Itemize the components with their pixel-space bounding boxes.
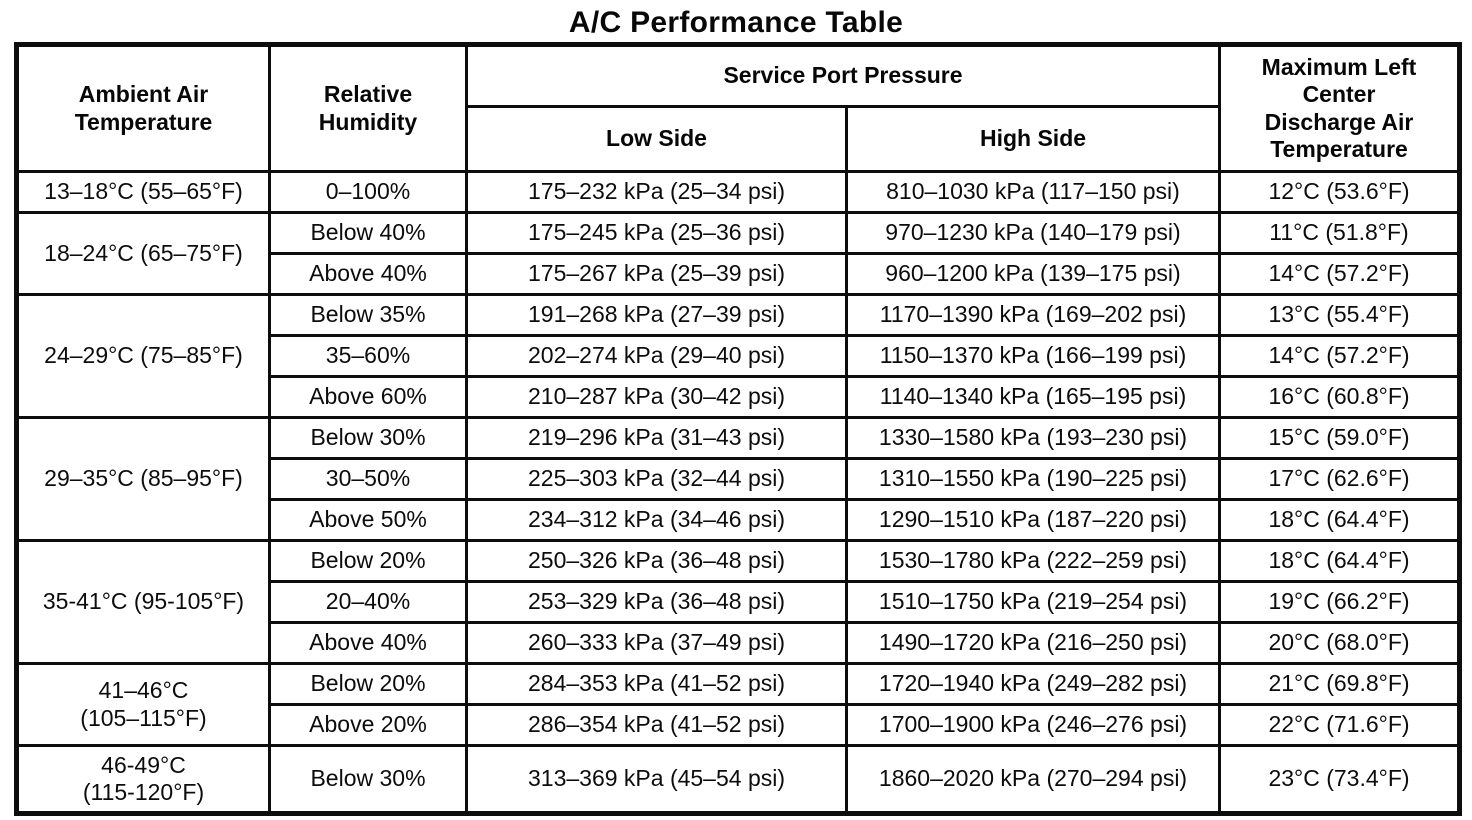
low-side-cell: 250–326 kPa (36–48 psi) bbox=[465, 539, 848, 583]
low-side-cell: 260–333 kPa (37–49 psi) bbox=[465, 621, 848, 665]
humidity-cell: 20–40% bbox=[268, 580, 468, 624]
header-high-side: High Side bbox=[845, 105, 1221, 173]
discharge-cell: 20°C (68.0°F) bbox=[1218, 621, 1461, 665]
table-row: 29–35°C (85–95°F) Below 30% 219–296 kPa … bbox=[15, 416, 1461, 542]
discharge-cell: 14°C (57.2°F) bbox=[1218, 334, 1461, 378]
low-side-cell: 313–369 kPa (45–54 psi) bbox=[465, 744, 848, 815]
discharge-cell: 22°C (71.6°F) bbox=[1218, 703, 1461, 747]
humidity-cell: 35–60% bbox=[268, 334, 468, 378]
ac-performance-table: Ambient Air Temperature Relative Humidit… bbox=[14, 42, 1462, 816]
table-row: 46-49°C (115-120°F) Below 30% 313–369 kP… bbox=[15, 744, 1461, 815]
low-side-cell: 286–354 kPa (41–52 psi) bbox=[465, 703, 848, 747]
humidity-cell: Above 60% bbox=[268, 375, 468, 419]
table-row: 35-41°C (95-105°F) Below 20% 250–326 kPa… bbox=[15, 539, 1461, 665]
table-row: 24–29°C (75–85°F) Below 35% 191–268 kPa … bbox=[15, 293, 1461, 419]
low-side-cell: 210–287 kPa (30–42 psi) bbox=[465, 375, 848, 419]
ambient-cell: 29–35°C (85–95°F) bbox=[15, 416, 271, 542]
ambient-cell: 35-41°C (95-105°F) bbox=[15, 539, 271, 665]
ambient-cell: 46-49°C (115-120°F) bbox=[15, 744, 271, 815]
discharge-cell: 11°C (51.8°F) bbox=[1218, 211, 1461, 255]
discharge-cell: 21°C (69.8°F) bbox=[1218, 662, 1461, 706]
ambient-cell: 18–24°C (65–75°F) bbox=[15, 211, 271, 296]
low-side-cell: 202–274 kPa (29–40 psi) bbox=[465, 334, 848, 378]
high-side-cell: 1700–1900 kPa (246–276 psi) bbox=[845, 703, 1221, 747]
ambient-cell: 13–18°C (55–65°F) bbox=[15, 170, 271, 214]
humidity-cell: 0–100% bbox=[268, 170, 468, 214]
high-side-cell: 1510–1750 kPa (219–254 psi) bbox=[845, 580, 1221, 624]
humidity-cell: Above 40% bbox=[268, 252, 468, 296]
humidity-cell: 30–50% bbox=[268, 457, 468, 501]
humidity-cell: Below 40% bbox=[268, 211, 468, 255]
header-service-port-pressure: Service Port Pressure bbox=[465, 43, 1221, 108]
humidity-cell: Below 30% bbox=[268, 744, 468, 815]
table-row: Above 60% 210–287 kPa (30–42 psi) 1140–1… bbox=[17, 375, 1461, 419]
low-side-cell: 253–329 kPa (36–48 psi) bbox=[465, 580, 848, 624]
low-side-cell: 225–303 kPa (32–44 psi) bbox=[465, 457, 848, 501]
high-side-cell: 970–1230 kPa (140–179 psi) bbox=[845, 211, 1221, 255]
low-side-cell: 175–267 kPa (25–39 psi) bbox=[465, 252, 848, 296]
header-max-left-center-discharge-air-temperature: Maximum Left Center Discharge Air Temper… bbox=[1218, 43, 1461, 173]
low-side-cell: 284–353 kPa (41–52 psi) bbox=[465, 662, 848, 706]
ambient-cell: 24–29°C (75–85°F) bbox=[15, 293, 271, 419]
low-side-cell: 191–268 kPa (27–39 psi) bbox=[465, 293, 848, 337]
discharge-cell: 19°C (66.2°F) bbox=[1218, 580, 1461, 624]
high-side-cell: 960–1200 kPa (139–175 psi) bbox=[845, 252, 1221, 296]
header-relative-humidity: Relative Humidity bbox=[268, 43, 468, 173]
table-row: 41–46°C (105–115°F) Below 20% 284–353 kP… bbox=[15, 662, 1461, 747]
table-row: 18–24°C (65–75°F) Below 40% 175–245 kPa … bbox=[15, 211, 1461, 296]
table-row: Above 40% 260–333 kPa (37–49 psi) 1490–1… bbox=[17, 621, 1461, 665]
humidity-cell: Below 35% bbox=[268, 293, 468, 337]
discharge-cell: 13°C (55.4°F) bbox=[1218, 293, 1461, 337]
high-side-cell: 1720–1940 kPa (249–282 psi) bbox=[845, 662, 1221, 706]
table-row: Above 50% 234–312 kPa (34–46 psi) 1290–1… bbox=[17, 498, 1461, 542]
high-side-cell: 1860–2020 kPa (270–294 psi) bbox=[845, 744, 1221, 815]
low-side-cell: 219–296 kPa (31–43 psi) bbox=[465, 416, 848, 460]
discharge-cell: 23°C (73.4°F) bbox=[1218, 744, 1461, 815]
high-side-cell: 1140–1340 kPa (165–195 psi) bbox=[845, 375, 1221, 419]
humidity-cell: Below 20% bbox=[268, 539, 468, 583]
humidity-cell: Below 30% bbox=[268, 416, 468, 460]
page-title: A/C Performance Table bbox=[568, 6, 904, 39]
table-row: 20–40% 253–329 kPa (36–48 psi) 1510–1750… bbox=[17, 580, 1461, 624]
discharge-cell: 14°C (57.2°F) bbox=[1218, 252, 1461, 296]
low-side-cell: 234–312 kPa (34–46 psi) bbox=[465, 498, 848, 542]
discharge-cell: 18°C (64.4°F) bbox=[1218, 498, 1461, 542]
discharge-cell: 16°C (60.8°F) bbox=[1218, 375, 1461, 419]
low-side-cell: 175–232 kPa (25–34 psi) bbox=[465, 170, 848, 214]
table-row: Above 40% 175–267 kPa (25–39 psi) 960–12… bbox=[17, 252, 1461, 296]
high-side-cell: 1150–1370 kPa (166–199 psi) bbox=[845, 334, 1221, 378]
humidity-cell: Above 40% bbox=[268, 621, 468, 665]
low-side-cell: 175–245 kPa (25–36 psi) bbox=[465, 211, 848, 255]
high-side-cell: 1330–1580 kPa (193–230 psi) bbox=[845, 416, 1221, 460]
header-row-top: Ambient Air Temperature Relative Humidit… bbox=[15, 43, 1461, 173]
high-side-cell: 1490–1720 kPa (216–250 psi) bbox=[845, 621, 1221, 665]
table-row: 13–18°C (55–65°F) 0–100% 175–232 kPa (25… bbox=[15, 170, 1461, 214]
header-ambient-air-temperature: Ambient Air Temperature bbox=[15, 43, 271, 173]
humidity-cell: Above 50% bbox=[268, 498, 468, 542]
table-row: 35–60% 202–274 kPa (29–40 psi) 1150–1370… bbox=[17, 334, 1461, 378]
high-side-cell: 810–1030 kPa (117–150 psi) bbox=[845, 170, 1221, 214]
table-row: 30–50% 225–303 kPa (32–44 psi) 1310–1550… bbox=[17, 457, 1461, 501]
discharge-cell: 15°C (59.0°F) bbox=[1218, 416, 1461, 460]
high-side-cell: 1530–1780 kPa (222–259 psi) bbox=[845, 539, 1221, 583]
humidity-cell: Above 20% bbox=[268, 703, 468, 747]
header-low-side: Low Side bbox=[465, 105, 848, 173]
discharge-cell: 12°C (53.6°F) bbox=[1218, 170, 1461, 214]
high-side-cell: 1290–1510 kPa (187–220 psi) bbox=[845, 498, 1221, 542]
high-side-cell: 1310–1550 kPa (190–225 psi) bbox=[845, 457, 1221, 501]
high-side-cell: 1170–1390 kPa (169–202 psi) bbox=[845, 293, 1221, 337]
discharge-cell: 17°C (62.6°F) bbox=[1218, 457, 1461, 501]
table-row: Above 20% 286–354 kPa (41–52 psi) 1700–1… bbox=[17, 703, 1461, 747]
ambient-cell: 41–46°C (105–115°F) bbox=[15, 662, 271, 747]
humidity-cell: Below 20% bbox=[268, 662, 468, 706]
discharge-cell: 18°C (64.4°F) bbox=[1218, 539, 1461, 583]
header-row-sub: Low Side High Side bbox=[17, 105, 1460, 173]
